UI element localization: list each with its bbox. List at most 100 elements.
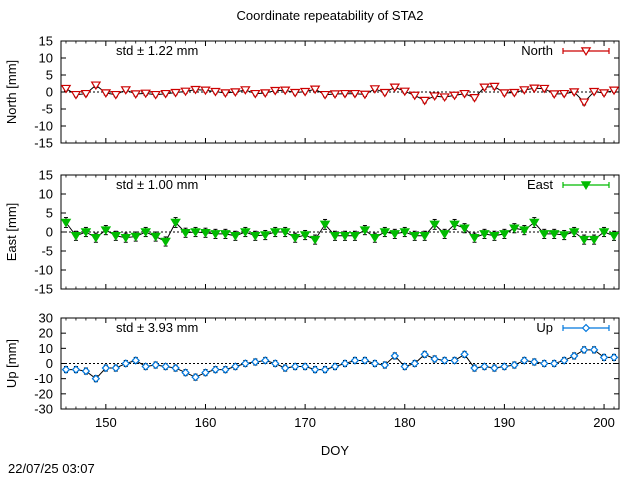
north-data-point bbox=[200, 86, 211, 96]
north-data-point bbox=[150, 90, 161, 100]
north-data-point bbox=[299, 87, 311, 97]
north-data-point bbox=[499, 89, 510, 98]
up-ytick-label: -30 bbox=[34, 402, 53, 417]
east-data-point bbox=[90, 233, 102, 243]
north-data-point bbox=[220, 89, 231, 98]
up-data-point bbox=[270, 359, 280, 368]
up-series-line bbox=[65, 349, 615, 380]
up-data-point bbox=[530, 357, 539, 367]
east-data-point bbox=[180, 229, 191, 238]
up-data-point bbox=[609, 353, 619, 362]
north-ytick-label: 0 bbox=[46, 85, 53, 100]
east-ytick-label: 5 bbox=[46, 206, 53, 221]
north-ytick-label: -10 bbox=[34, 119, 53, 134]
north-data-point bbox=[210, 87, 221, 97]
up-data-point bbox=[599, 353, 609, 362]
east-data-point bbox=[389, 230, 401, 239]
up-data-point bbox=[251, 357, 260, 367]
up-data-point bbox=[300, 362, 310, 371]
up-data-point bbox=[71, 365, 81, 374]
up-data-point bbox=[221, 365, 230, 374]
north-data-point bbox=[70, 90, 82, 100]
north-data-point bbox=[359, 90, 371, 100]
east-data-point bbox=[130, 232, 141, 242]
up-data-point bbox=[280, 363, 290, 373]
up-data-point bbox=[450, 356, 459, 365]
east-ytick-label: 0 bbox=[46, 225, 53, 240]
east-data-point bbox=[240, 228, 251, 237]
east-data-point bbox=[349, 232, 361, 241]
east-data-point bbox=[319, 220, 331, 230]
up-data-point bbox=[241, 359, 250, 368]
north-data-point bbox=[568, 88, 580, 97]
east-data-point bbox=[409, 232, 420, 241]
up-data-point bbox=[430, 354, 439, 364]
up-data-point bbox=[559, 356, 569, 365]
east-data-point bbox=[170, 218, 181, 228]
east-data-point bbox=[230, 232, 241, 241]
north-data-point bbox=[578, 98, 590, 108]
north-data-point bbox=[419, 96, 430, 106]
east-panel: -15 -10 -5 0 5 10 15 East [mm] std ± 1.00 mm East bbox=[4, 168, 620, 297]
east-data-point bbox=[80, 228, 92, 237]
east-data-point bbox=[200, 229, 211, 238]
north-data-point bbox=[598, 89, 610, 98]
up-data-point bbox=[330, 362, 340, 371]
up-data-point bbox=[91, 374, 101, 383]
east-data-point bbox=[608, 232, 620, 241]
up-data-point bbox=[540, 359, 549, 368]
up-data-point bbox=[579, 345, 589, 355]
up-data-point bbox=[141, 362, 150, 371]
east-data-point bbox=[60, 218, 72, 228]
north-data-point bbox=[230, 88, 241, 97]
up-data-point bbox=[380, 360, 390, 370]
north-data-point bbox=[469, 94, 480, 103]
north-data-point bbox=[160, 89, 171, 99]
north-data-point bbox=[190, 85, 201, 95]
up-data-point bbox=[440, 356, 449, 365]
north-legend-label: North bbox=[521, 43, 553, 58]
north-data-point bbox=[279, 86, 291, 96]
north-data-point bbox=[250, 89, 261, 99]
up-data-point bbox=[350, 356, 360, 365]
east-data-point bbox=[399, 228, 411, 237]
up-data-point bbox=[589, 345, 599, 355]
east-data-point bbox=[210, 230, 221, 239]
east-data-point bbox=[568, 228, 580, 237]
north-data-point bbox=[319, 90, 331, 100]
up-data-point bbox=[191, 372, 200, 382]
north-panel: -15 -10 -5 0 5 10 15 North [mm] std ± 1.22 mm Nor… bbox=[4, 34, 620, 151]
north-y-axis-label: North [mm] bbox=[4, 60, 19, 124]
up-y-axis-label: Up [mm] bbox=[4, 339, 19, 388]
north-data-point bbox=[170, 88, 181, 98]
x-tick-label: 190 bbox=[494, 415, 516, 430]
east-data-point bbox=[299, 231, 311, 240]
east-data-point bbox=[469, 233, 480, 243]
east-data-point bbox=[578, 235, 590, 245]
up-data-point bbox=[171, 363, 180, 373]
east-data-point bbox=[548, 230, 560, 239]
north-data-point bbox=[349, 89, 361, 99]
east-data-point bbox=[489, 232, 500, 241]
north-data-point bbox=[100, 89, 112, 98]
up-ytick-label: -10 bbox=[34, 371, 53, 386]
east-std-label: std ± 1.00 mm bbox=[116, 177, 198, 192]
north-data-point bbox=[329, 90, 341, 99]
north-data-point bbox=[110, 90, 122, 100]
north-data-point bbox=[509, 88, 520, 98]
up-data-point bbox=[121, 359, 131, 368]
east-data-point bbox=[459, 224, 470, 234]
east-data-point bbox=[289, 233, 301, 243]
east-data-point bbox=[309, 235, 321, 245]
up-data-point bbox=[340, 359, 350, 368]
north-data-point bbox=[180, 87, 191, 97]
up-data-point bbox=[410, 359, 419, 368]
east-ytick-label: 10 bbox=[39, 187, 53, 202]
up-data-point bbox=[460, 350, 469, 359]
north-data-point bbox=[588, 87, 600, 97]
north-data-point bbox=[479, 83, 490, 93]
north-data-point bbox=[529, 84, 540, 94]
up-data-point bbox=[310, 365, 320, 374]
up-ytick-label: 10 bbox=[39, 341, 53, 356]
